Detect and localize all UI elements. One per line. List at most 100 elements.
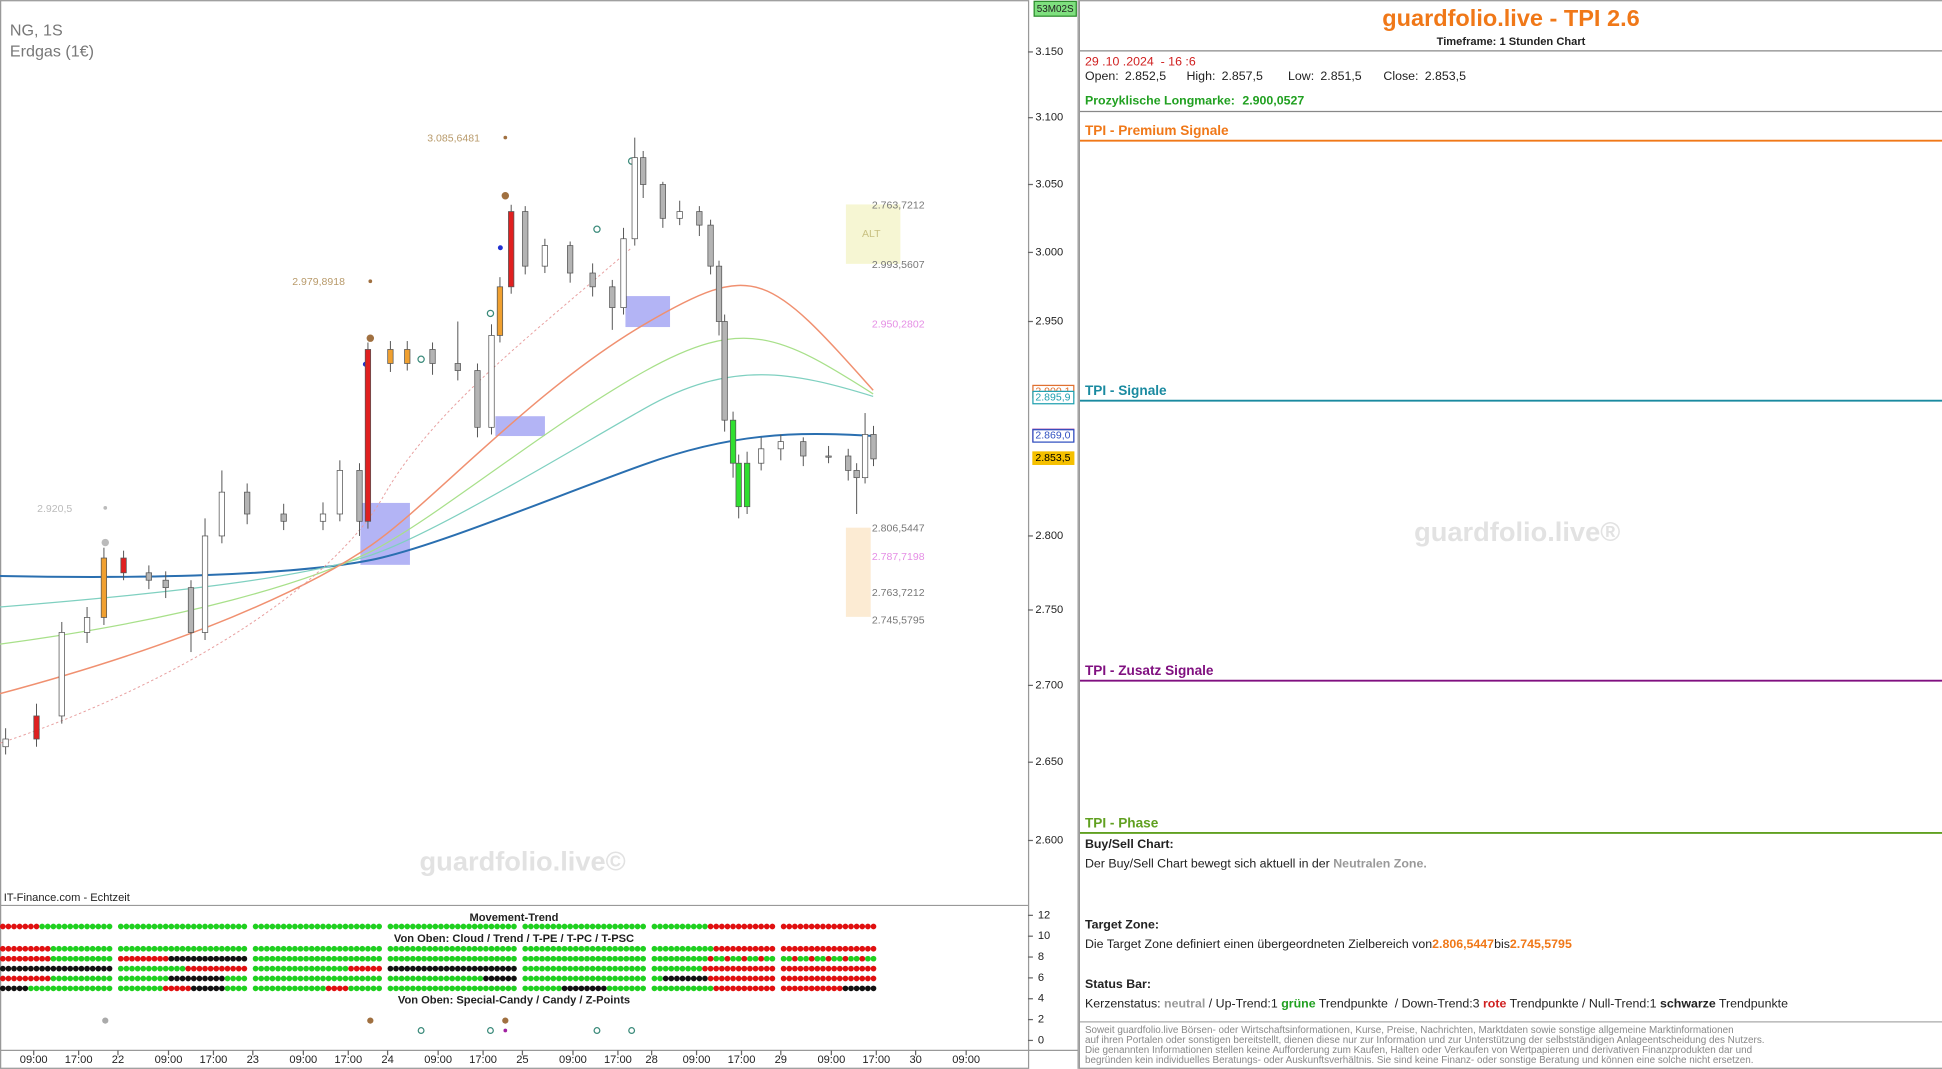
trend-dot xyxy=(421,955,427,962)
trend-dot xyxy=(162,955,169,962)
trend-dot xyxy=(797,985,804,992)
trend-dot xyxy=(758,985,764,992)
trend-dot xyxy=(404,975,411,982)
trend-dot xyxy=(11,975,17,982)
trend-dot xyxy=(690,945,697,952)
trend-dot xyxy=(174,975,180,982)
trend-dot xyxy=(460,985,467,992)
trend-dot xyxy=(527,985,534,992)
trend-dot xyxy=(786,955,793,962)
trend-dot xyxy=(308,985,315,992)
trend-dot xyxy=(848,975,854,982)
target-to: 2.745,5795 xyxy=(1510,937,1572,951)
trend-dot xyxy=(196,945,203,952)
trend-dot xyxy=(297,923,304,930)
trend-dot xyxy=(488,965,495,972)
trend-dot xyxy=(696,955,703,962)
trend-dot xyxy=(533,985,540,992)
trend-dot xyxy=(207,923,214,930)
trend-dot xyxy=(348,985,354,992)
trend-dot xyxy=(601,923,607,930)
trend-dot xyxy=(747,975,753,982)
trend-dot xyxy=(196,975,203,982)
panel-watermark: guardfolio.live® xyxy=(1414,516,1620,547)
trend-dot xyxy=(505,965,512,972)
trend-dot xyxy=(89,965,96,972)
trend-dot xyxy=(578,923,585,930)
trend-dot xyxy=(471,965,478,972)
trend-dot xyxy=(735,923,742,930)
trend-dot xyxy=(365,923,371,930)
trend-dot xyxy=(836,965,843,972)
trend-dot xyxy=(33,945,40,952)
trend-dot xyxy=(724,965,731,972)
target-from: 2.806,5447 xyxy=(1432,937,1494,951)
x-tick-label: 17:00 xyxy=(728,1054,756,1066)
x-tick-label: 09:00 xyxy=(424,1054,452,1066)
disclaimer: auf ihren Portalen oder sonstigen bereit… xyxy=(1085,1035,1765,1046)
trend-dot xyxy=(230,945,236,952)
annotation: 2.993,5607 xyxy=(872,259,925,271)
trend-dot xyxy=(207,985,214,992)
trend-dot xyxy=(713,945,720,952)
trend-dot xyxy=(129,955,135,962)
indicator-tick-label: 6 xyxy=(1038,972,1044,984)
trend-dot xyxy=(78,945,85,952)
trend-dot xyxy=(16,923,23,930)
trend-dot xyxy=(831,975,838,982)
trend-dot xyxy=(162,965,169,972)
ohlc: Open: 2.852,5 High: 2.857,5 Low: 2.851,5 Close… xyxy=(1085,69,1466,83)
trend-dot xyxy=(275,955,281,962)
trend-dot xyxy=(303,985,309,992)
trend-dot xyxy=(325,965,332,972)
trend-dot xyxy=(786,975,793,982)
trend-dot xyxy=(533,975,540,982)
trend-dot xyxy=(185,965,192,972)
trend-dot xyxy=(432,955,439,962)
trend-dot xyxy=(483,955,489,962)
candle-body xyxy=(336,470,343,515)
trend-dot xyxy=(595,985,602,992)
trend-dot xyxy=(342,965,349,972)
trend-dot xyxy=(174,965,180,972)
trend-dot xyxy=(168,965,175,972)
trend-dot xyxy=(78,985,85,992)
trend-dot xyxy=(522,923,529,930)
trend-dot xyxy=(101,975,107,982)
trend-dot xyxy=(174,945,180,952)
trend-dot xyxy=(612,923,618,930)
trend-dot xyxy=(454,965,461,972)
trend-dot xyxy=(269,955,276,962)
trend-dot xyxy=(376,985,383,992)
y-tick-label: 2.700 xyxy=(1035,679,1063,691)
trend-dot xyxy=(438,985,444,992)
trend-dot xyxy=(589,945,596,952)
trend-dot xyxy=(89,923,96,930)
trend-dot xyxy=(258,975,265,982)
trend-dot xyxy=(162,975,169,982)
trend-dot xyxy=(213,975,220,982)
trend-dot xyxy=(702,975,708,982)
candle-body xyxy=(589,272,596,288)
trend-dot xyxy=(134,965,141,972)
trend-dot xyxy=(595,945,602,952)
trend-dot xyxy=(763,945,770,952)
trend-dot xyxy=(398,955,405,962)
trend-dot xyxy=(578,955,585,962)
trend-dot xyxy=(359,975,366,982)
trend-dot xyxy=(741,955,748,962)
trend-dot xyxy=(95,965,102,972)
trend-dot xyxy=(601,955,607,962)
text: Trendpunkte / Null-Trend:1 xyxy=(1506,997,1660,1011)
trend-dot xyxy=(146,923,152,930)
trend-dot xyxy=(292,975,298,982)
trend-dot xyxy=(286,945,293,952)
trend-dot xyxy=(623,965,630,972)
trend-dot xyxy=(151,975,158,982)
trend-dot xyxy=(258,945,265,952)
trend-dot xyxy=(752,965,759,972)
trend-dot xyxy=(606,965,613,972)
trend-dot xyxy=(67,945,74,952)
trend-dot xyxy=(511,975,517,982)
trend-dot xyxy=(870,945,877,952)
